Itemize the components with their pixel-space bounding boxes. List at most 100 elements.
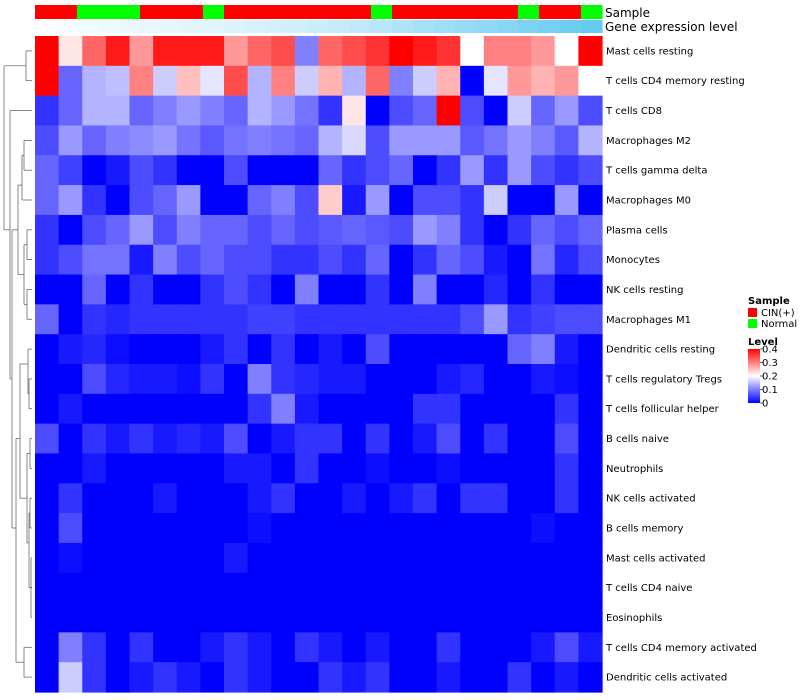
heatmap-cell [436, 185, 461, 216]
heatmap-cell [342, 214, 367, 246]
heatmap-cell [389, 36, 414, 67]
heatmap-cell [82, 304, 107, 335]
heatmap-cell [365, 542, 390, 574]
heatmap-cell [271, 423, 296, 455]
heatmap-cell [200, 423, 225, 455]
sample-annotation-cell [476, 5, 498, 19]
heatmap-cell [318, 364, 343, 395]
heatmap-cell [105, 453, 131, 484]
row-label: T cells CD8 [605, 106, 662, 117]
heatmap-cell [318, 155, 343, 186]
heatmap-cell [271, 274, 296, 305]
heatmap-cell [176, 155, 201, 186]
heatmap-cell [271, 95, 296, 127]
heatmap-cell [318, 304, 343, 335]
sample-annotation-cell [182, 5, 204, 19]
sample-annotation-cell [455, 5, 477, 19]
sample-annotation-cell [245, 5, 267, 19]
heatmap-cell [176, 185, 201, 216]
heatmap-cell [507, 423, 532, 455]
heatmap-cell [578, 214, 603, 246]
heatmap-cell [82, 334, 107, 365]
sample-annotation-cell [287, 5, 309, 19]
heatmap-cell [129, 334, 154, 365]
heatmap-cell [82, 185, 107, 216]
heatmap-cell [342, 125, 367, 156]
heatmap-cell [578, 334, 603, 365]
sample-annotation-cell [119, 5, 141, 19]
heatmap-cell [105, 572, 131, 604]
heatmap-cell [82, 453, 107, 484]
heatmap-cell [483, 36, 509, 67]
heatmap-cell [389, 244, 414, 276]
heatmap-cell [389, 602, 414, 633]
heatmap-cell [35, 334, 60, 365]
heatmap-cell [294, 364, 320, 395]
heatmap-cell [35, 423, 60, 455]
legend-swatch-cin [748, 308, 757, 317]
heatmap-cell [365, 393, 390, 425]
heatmap-cell [554, 662, 579, 693]
heatmap-cell [247, 185, 272, 216]
heatmap-cell [224, 65, 249, 97]
heatmap-cell [483, 662, 509, 693]
heatmap-cell [483, 572, 509, 604]
heatmap-cell [460, 304, 485, 335]
heatmap-cell [153, 244, 178, 276]
heatmap-cell [554, 513, 579, 544]
heatmap-cell [578, 513, 603, 544]
heatmap-cell [413, 513, 438, 544]
heatmap-cell [294, 453, 320, 484]
gene-annotation-cell [35, 20, 57, 33]
heatmap-cell [342, 364, 367, 395]
heatmap-cell [578, 632, 603, 663]
gene-annotation-cell [518, 20, 540, 33]
heatmap-cell [200, 542, 225, 574]
heatmap-cell [129, 274, 154, 305]
heatmap-cell [342, 304, 367, 335]
heatmap-cell [554, 602, 579, 633]
level-tick-label: 0.4 [762, 345, 778, 356]
heatmap-cell [318, 36, 343, 67]
heatmap-cell [294, 513, 320, 544]
heatmap-cell [483, 602, 509, 633]
heatmap-cell [105, 602, 131, 633]
heatmap-cell [200, 602, 225, 633]
heatmap-cell [554, 632, 579, 663]
heatmap-cell [271, 632, 296, 663]
heatmap-cell [460, 632, 485, 663]
heatmap-cell [318, 662, 343, 693]
heatmap-cell [507, 393, 532, 425]
heatmap-cell [129, 214, 154, 246]
row-label: T cells gamma delta [605, 166, 707, 177]
row-label: Neutrophils [606, 464, 663, 475]
heatmap-cell [365, 155, 390, 186]
heatmap-cell [129, 423, 154, 455]
heatmap-cell [554, 393, 579, 425]
heatmap-cell [436, 364, 461, 395]
heatmap-cell [82, 364, 107, 395]
level-legend-title: Level [748, 337, 778, 348]
heatmap-cell [436, 95, 461, 127]
heatmap-cell [578, 602, 603, 633]
heatmap-cell [176, 304, 201, 335]
row-label: Macrophages M1 [606, 315, 691, 326]
heatmap-cell [554, 274, 579, 305]
row-label: Eosinophils [606, 613, 662, 624]
heatmap-cell [483, 423, 509, 455]
heatmap-cell [365, 65, 390, 97]
heatmap-cell [342, 95, 367, 127]
heatmap-cell [105, 155, 131, 186]
heatmap-cell [389, 125, 414, 156]
row-label: Macrophages M0 [606, 196, 691, 207]
heatmap-cell [271, 125, 296, 156]
heatmap-cell [460, 244, 485, 276]
heatmap-cell [294, 244, 320, 276]
heatmap-cell [507, 453, 532, 484]
gene-annotation-cell [287, 20, 309, 33]
heatmap-cell [365, 214, 390, 246]
heatmap-cell [365, 662, 390, 693]
heatmap-cell [365, 483, 390, 514]
heatmap-cell [389, 334, 414, 365]
heatmap-cell [200, 125, 225, 156]
